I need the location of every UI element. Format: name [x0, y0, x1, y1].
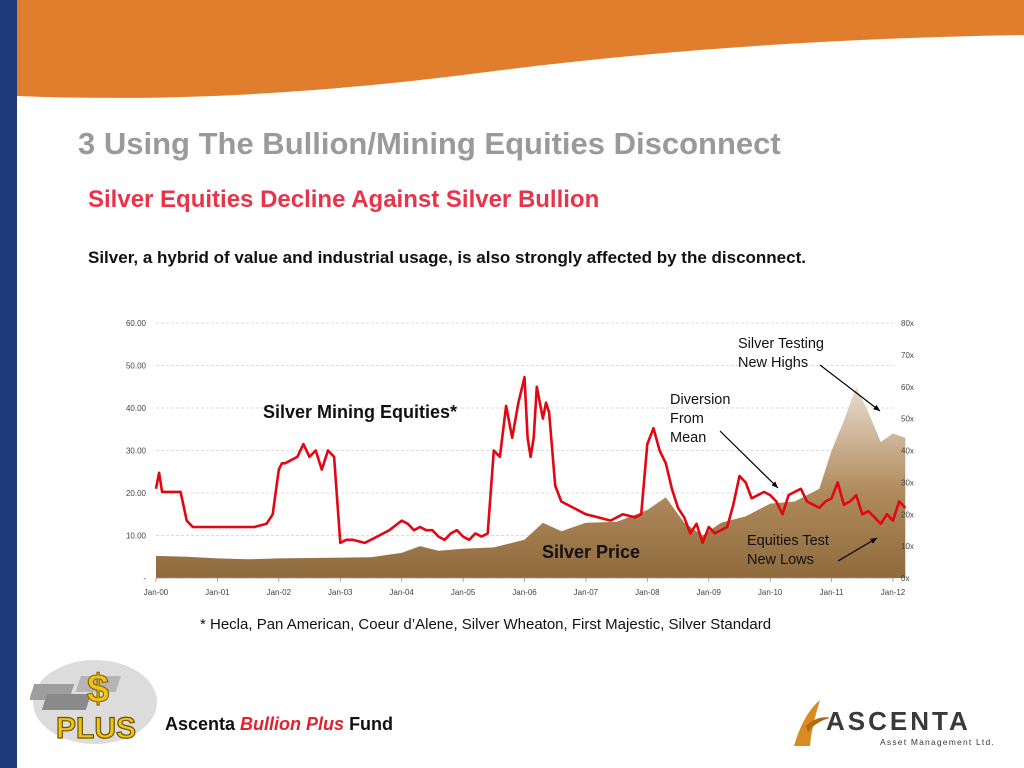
- axis-layer: - 10.00 20.00 30.00 40.00 50.00 60.00 0x 10x 20x 3…: [126, 319, 914, 597]
- silver-inline-label: Silver Price: [542, 542, 640, 562]
- plus-logo-dollar: $: [87, 667, 109, 711]
- plus-logo-text: PLUS: [56, 712, 136, 745]
- y-right-tick-label: 0x: [901, 574, 909, 583]
- annotation-text: Mean: [670, 430, 706, 446]
- slide-title: 3 Using The Bullion/Mining Equities Disc…: [78, 126, 781, 161]
- x-tick-label: Jan-05: [451, 588, 476, 597]
- fund-name-suffix: Fund: [344, 714, 394, 734]
- y-right-tick-label: 40x: [901, 447, 914, 456]
- x-tick-label: Jan-03: [328, 588, 353, 597]
- left-sidebar-bar: [0, 0, 17, 768]
- annotation-arrowhead: [873, 404, 880, 411]
- x-tick-label: Jan-10: [758, 588, 783, 597]
- y-right-tick-label: 60x: [901, 383, 914, 392]
- fund-name-prefix: Ascenta: [165, 714, 241, 734]
- annotation-text: New Highs: [738, 355, 808, 371]
- y-left-tick-label: 10.00: [126, 532, 147, 541]
- fund-name-accent: Bullion Plus: [240, 714, 345, 734]
- y-left-tick-label: 20.00: [126, 489, 147, 498]
- y-right-tick-label: 80x: [901, 319, 914, 328]
- annotation-arrow: [719, 430, 779, 489]
- x-tick-label: Jan-02: [267, 588, 292, 597]
- annotation-text: From: [670, 411, 704, 427]
- y-left-tick-label: 30.00: [126, 447, 147, 456]
- y-left-tick-label: -: [143, 574, 146, 583]
- x-tick-label: Jan-01: [205, 588, 230, 597]
- ascenta-logo: ASCENTA Asset Management Ltd.: [794, 700, 995, 747]
- equities-line-layer: [154, 375, 907, 545]
- header-wave: [17, 0, 1024, 98]
- plus-logo: $ PLUS: [30, 660, 157, 746]
- x-tick-label: Jan-09: [697, 588, 722, 597]
- y-right-tick-label: 70x: [901, 351, 914, 360]
- x-tick-label: Jan-08: [635, 588, 660, 597]
- y-left-tick-label: 40.00: [126, 404, 147, 413]
- footnote: * Hecla, Pan American, Coeur d’Alene, Si…: [200, 616, 772, 633]
- x-tick-label: Jan-06: [512, 588, 537, 597]
- annotation-text: Silver Testing: [738, 336, 824, 352]
- y-right-tick-label: 50x: [901, 415, 914, 424]
- x-tick-label: Jan-04: [389, 588, 414, 597]
- annotation-arrowhead: [870, 538, 877, 544]
- x-tick-label: Jan-11: [820, 588, 844, 597]
- y-left-tick-label: 60.00: [126, 319, 147, 328]
- slide-description: Silver, a hybrid of value and industrial…: [88, 248, 806, 267]
- annotation-text: Diversion: [670, 392, 730, 408]
- equities-line: [154, 375, 907, 545]
- annotation-layer: Silver Mining Equities* Silver Price Silve…: [263, 336, 881, 568]
- equities-inline-label: Silver Mining Equities*: [263, 402, 457, 422]
- y-left-tick-label: 50.00: [126, 362, 147, 371]
- annotation-arrowhead: [771, 481, 778, 488]
- y-right-tick-label: 30x: [901, 478, 914, 487]
- y-right-tick-label: 10x: [901, 542, 914, 551]
- annotation-arrow: [837, 537, 878, 562]
- silver-price-area: [156, 386, 906, 578]
- x-tick-label: Jan-07: [574, 588, 599, 597]
- annotation-text: New Lows: [747, 552, 814, 568]
- annotation-arrow: [819, 364, 881, 412]
- fund-name: Ascenta Bullion Plus Fund: [165, 714, 393, 735]
- x-tick-label: Jan-12: [881, 588, 906, 597]
- annotation-text: Equities Test: [747, 533, 829, 549]
- slide-subtitle: Silver Equities Decline Against Silver B…: [88, 186, 600, 213]
- y-right-tick-label: 20x: [901, 510, 914, 519]
- silver-area-layer: [156, 386, 906, 578]
- ascenta-logo-tagline: Asset Management Ltd.: [880, 737, 995, 747]
- x-tick-label: Jan-00: [144, 588, 169, 597]
- ascenta-logo-name: ASCENTA: [826, 706, 971, 736]
- silver-chart: - 10.00 20.00 30.00 40.00 50.00 60.00 0x 10x 20x 3…: [126, 319, 914, 597]
